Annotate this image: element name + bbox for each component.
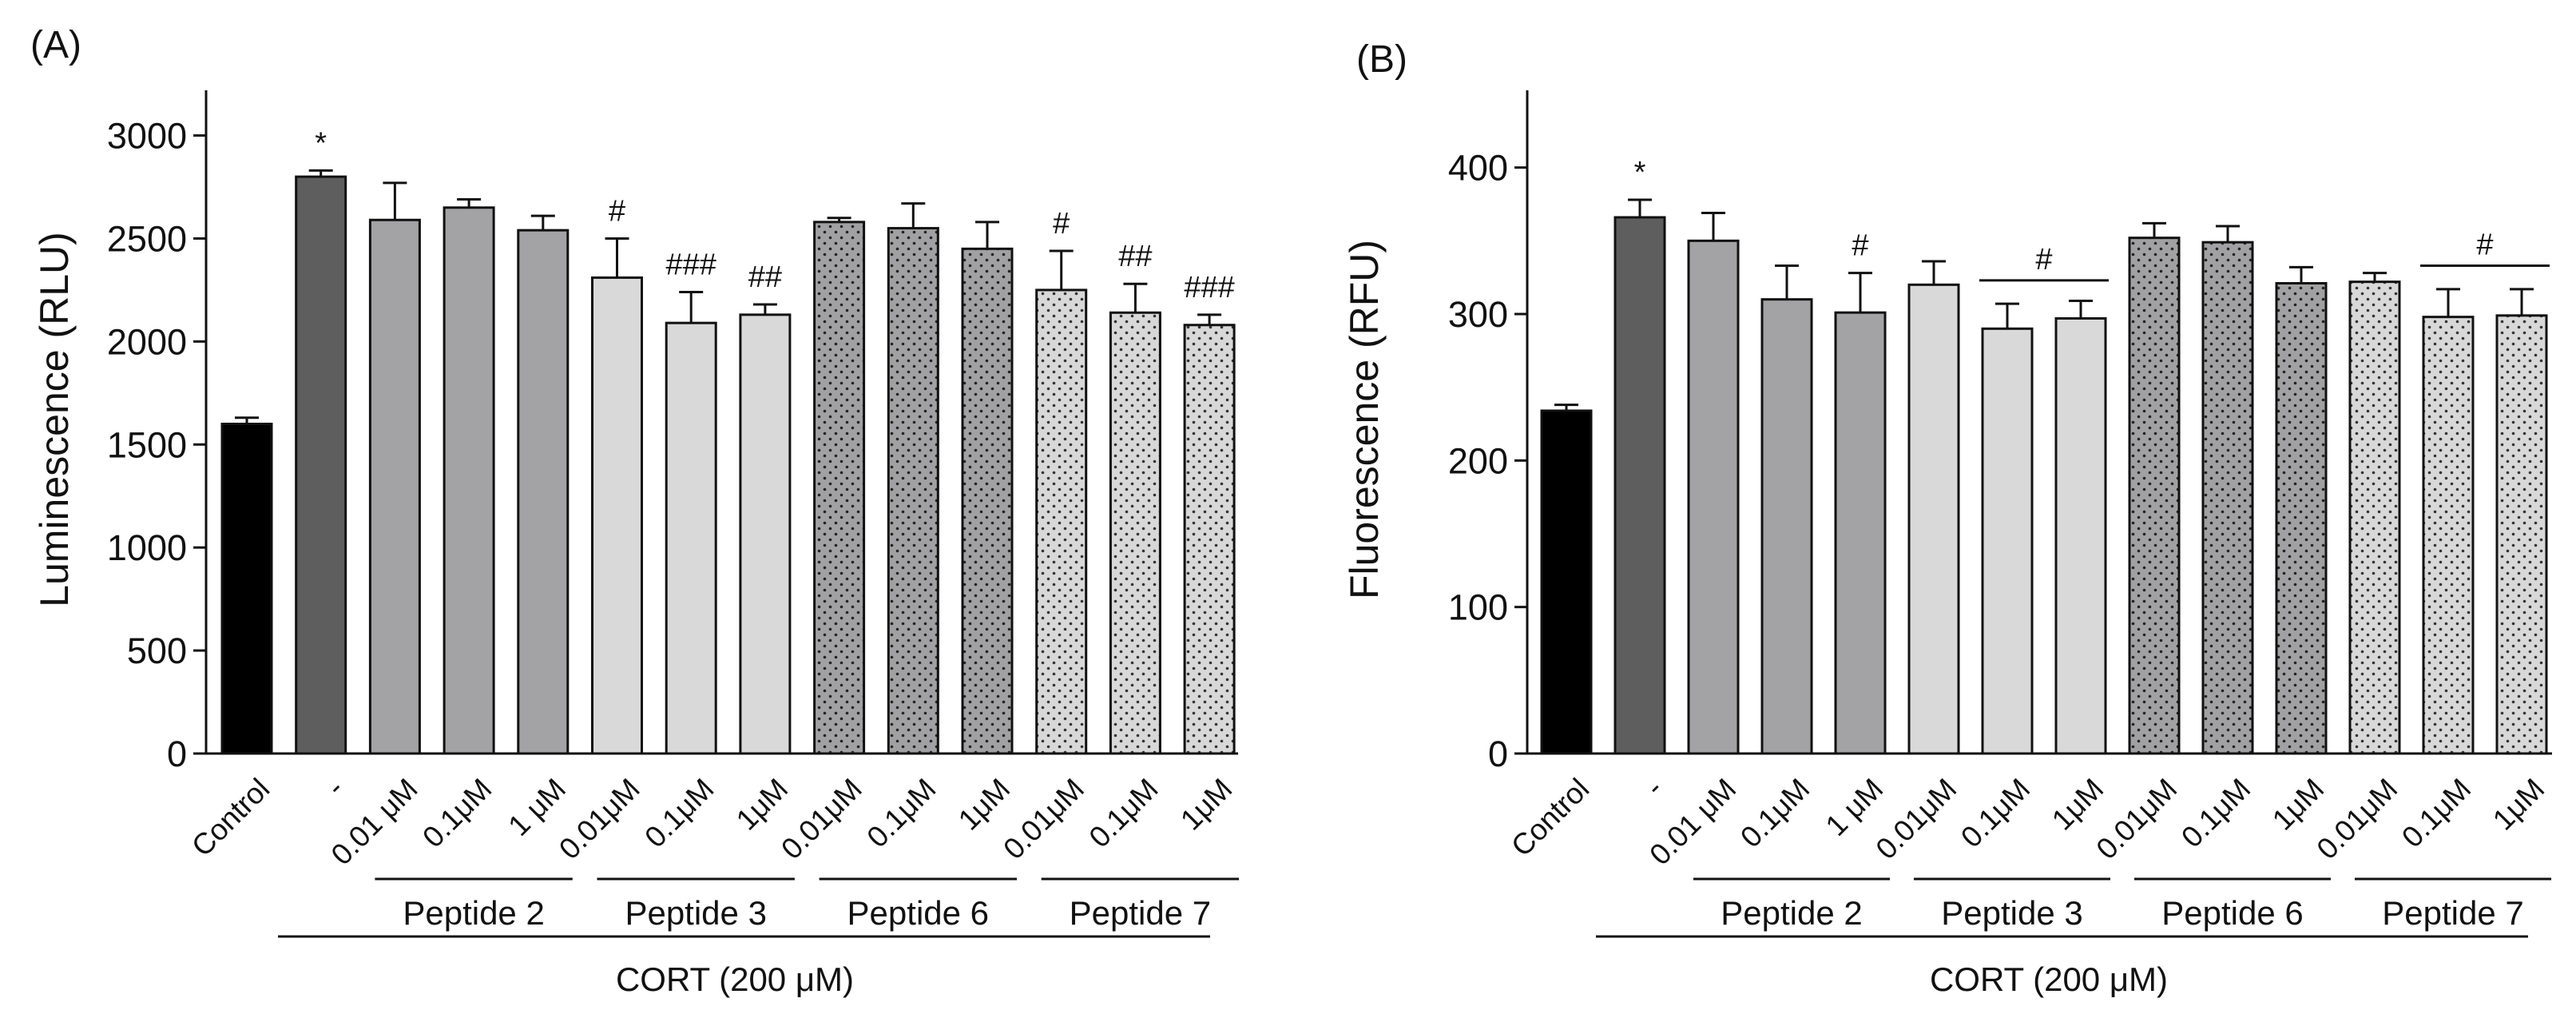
category-label: 0.01μM [2311, 772, 2404, 865]
significance-mark: * [1634, 156, 1646, 189]
category-label: - [1639, 772, 1669, 802]
y-axis-label: Luminescence (RLU) [32, 232, 77, 607]
panel-b: (B) Fluorescence (RFU) CORT (200 μM) 0 10… [1342, 38, 2552, 998]
category-label: 0.1μM [2175, 772, 2256, 853]
y-tick-label: 2000 [107, 321, 187, 362]
category-label: Control [1505, 772, 1595, 862]
bar [813, 221, 866, 755]
bar [368, 218, 421, 755]
category-label: 0.1μM [860, 772, 942, 853]
category-label: 0.1μM [638, 772, 720, 853]
y-tick-label: 100 [1448, 587, 1508, 628]
bar [665, 321, 717, 755]
category-label: 0.01μM [553, 772, 646, 865]
category-label: 0.01μM [1870, 772, 1963, 865]
category-label: 0.1μM [2395, 772, 2477, 853]
y-tick-label: 2500 [107, 218, 187, 259]
bar [2348, 280, 2401, 755]
category-label: 1μM [952, 772, 1016, 836]
category-label: 1μM [2487, 772, 2550, 836]
bar [443, 206, 495, 755]
bar [1687, 239, 1740, 755]
category-label: 0.1μM [416, 772, 498, 853]
category-label: 1μM [2046, 772, 2110, 836]
bar [1035, 288, 1088, 755]
panel-a: (A) Luminescence (RLU) CORT (200 μM) 0 50… [30, 24, 1240, 998]
significance-mark: # [1053, 207, 1070, 241]
group-label: Peptide 2 [1721, 894, 1862, 932]
y-tick-label: 400 [1448, 148, 1508, 189]
bar [739, 313, 792, 755]
cort-label: CORT (200 μM) [1930, 960, 2168, 998]
category-label: Control [185, 772, 276, 862]
group-label: Peptide 3 [625, 894, 766, 932]
bar [887, 227, 939, 755]
y-tick-label: 1500 [107, 424, 187, 465]
significance-mark: ## [748, 260, 782, 294]
significance-mark: * [315, 126, 327, 160]
cort-label: CORT (200 μM) [616, 960, 854, 998]
category-label: 0.01μM [997, 772, 1090, 865]
y-tick-label: 200 [1448, 440, 1508, 481]
category-label: 1μM [2266, 772, 2330, 836]
bar [2128, 237, 2181, 755]
bar [517, 229, 570, 755]
significance-mark: ### [665, 249, 716, 282]
bar [2495, 314, 2548, 755]
significance-mark: ## [1118, 240, 1152, 273]
bar [1613, 216, 1666, 755]
bar [1907, 283, 1960, 755]
bar [2275, 282, 2328, 755]
y-tick-label: 300 [1448, 294, 1508, 335]
y-tick-label: 1000 [107, 527, 187, 568]
bar [2054, 317, 2107, 755]
category-label: 1 μM [502, 772, 572, 842]
group-label: Peptide 2 [403, 894, 544, 932]
y-tick-label: 0 [1488, 734, 1508, 774]
category-label: 0.1μM [1734, 772, 1816, 853]
category-label: 0.1μM [1955, 772, 2036, 853]
y-tick-label: 0 [167, 734, 187, 774]
bar [1981, 327, 2034, 755]
significance-mark: # [2476, 229, 2493, 262]
bar [1109, 311, 1161, 755]
bar [2422, 316, 2475, 755]
group-label: Peptide 6 [847, 894, 989, 932]
significance-mark: ### [1184, 271, 1234, 304]
group-label: Peptide 3 [1941, 894, 2082, 932]
panel-label: (A) [30, 24, 81, 66]
group-label: Peptide 6 [2161, 894, 2303, 932]
category-label: 0.1μM [1082, 772, 1164, 853]
category-label: 0.01μM [2090, 772, 2184, 865]
category-label: 0.01μM [775, 772, 868, 865]
y-tick-label: 500 [127, 630, 187, 671]
significance-mark: # [1852, 229, 1868, 263]
y-axis-label: Fluorescence (RFU) [1342, 240, 1387, 599]
significance-mark: # [2035, 243, 2052, 276]
significance-mark: # [609, 194, 625, 228]
category-label: - [320, 772, 350, 802]
group-label: Peptide 7 [2382, 894, 2523, 932]
category-label: 1μM [730, 772, 794, 836]
bar [220, 423, 273, 755]
bar [961, 247, 1014, 755]
bar [2201, 241, 2254, 755]
bar [1183, 324, 1236, 755]
panel-label: (B) [1356, 38, 1407, 81]
bar [295, 175, 347, 755]
bar [1540, 409, 1593, 755]
category-label: 1 μM [1820, 772, 1890, 842]
bar [1834, 311, 1887, 755]
group-label: Peptide 7 [1070, 894, 1211, 932]
bar [1760, 298, 1813, 755]
category-label: 1μM [1174, 772, 1238, 836]
bar [591, 276, 643, 755]
y-tick-label: 3000 [107, 116, 187, 157]
